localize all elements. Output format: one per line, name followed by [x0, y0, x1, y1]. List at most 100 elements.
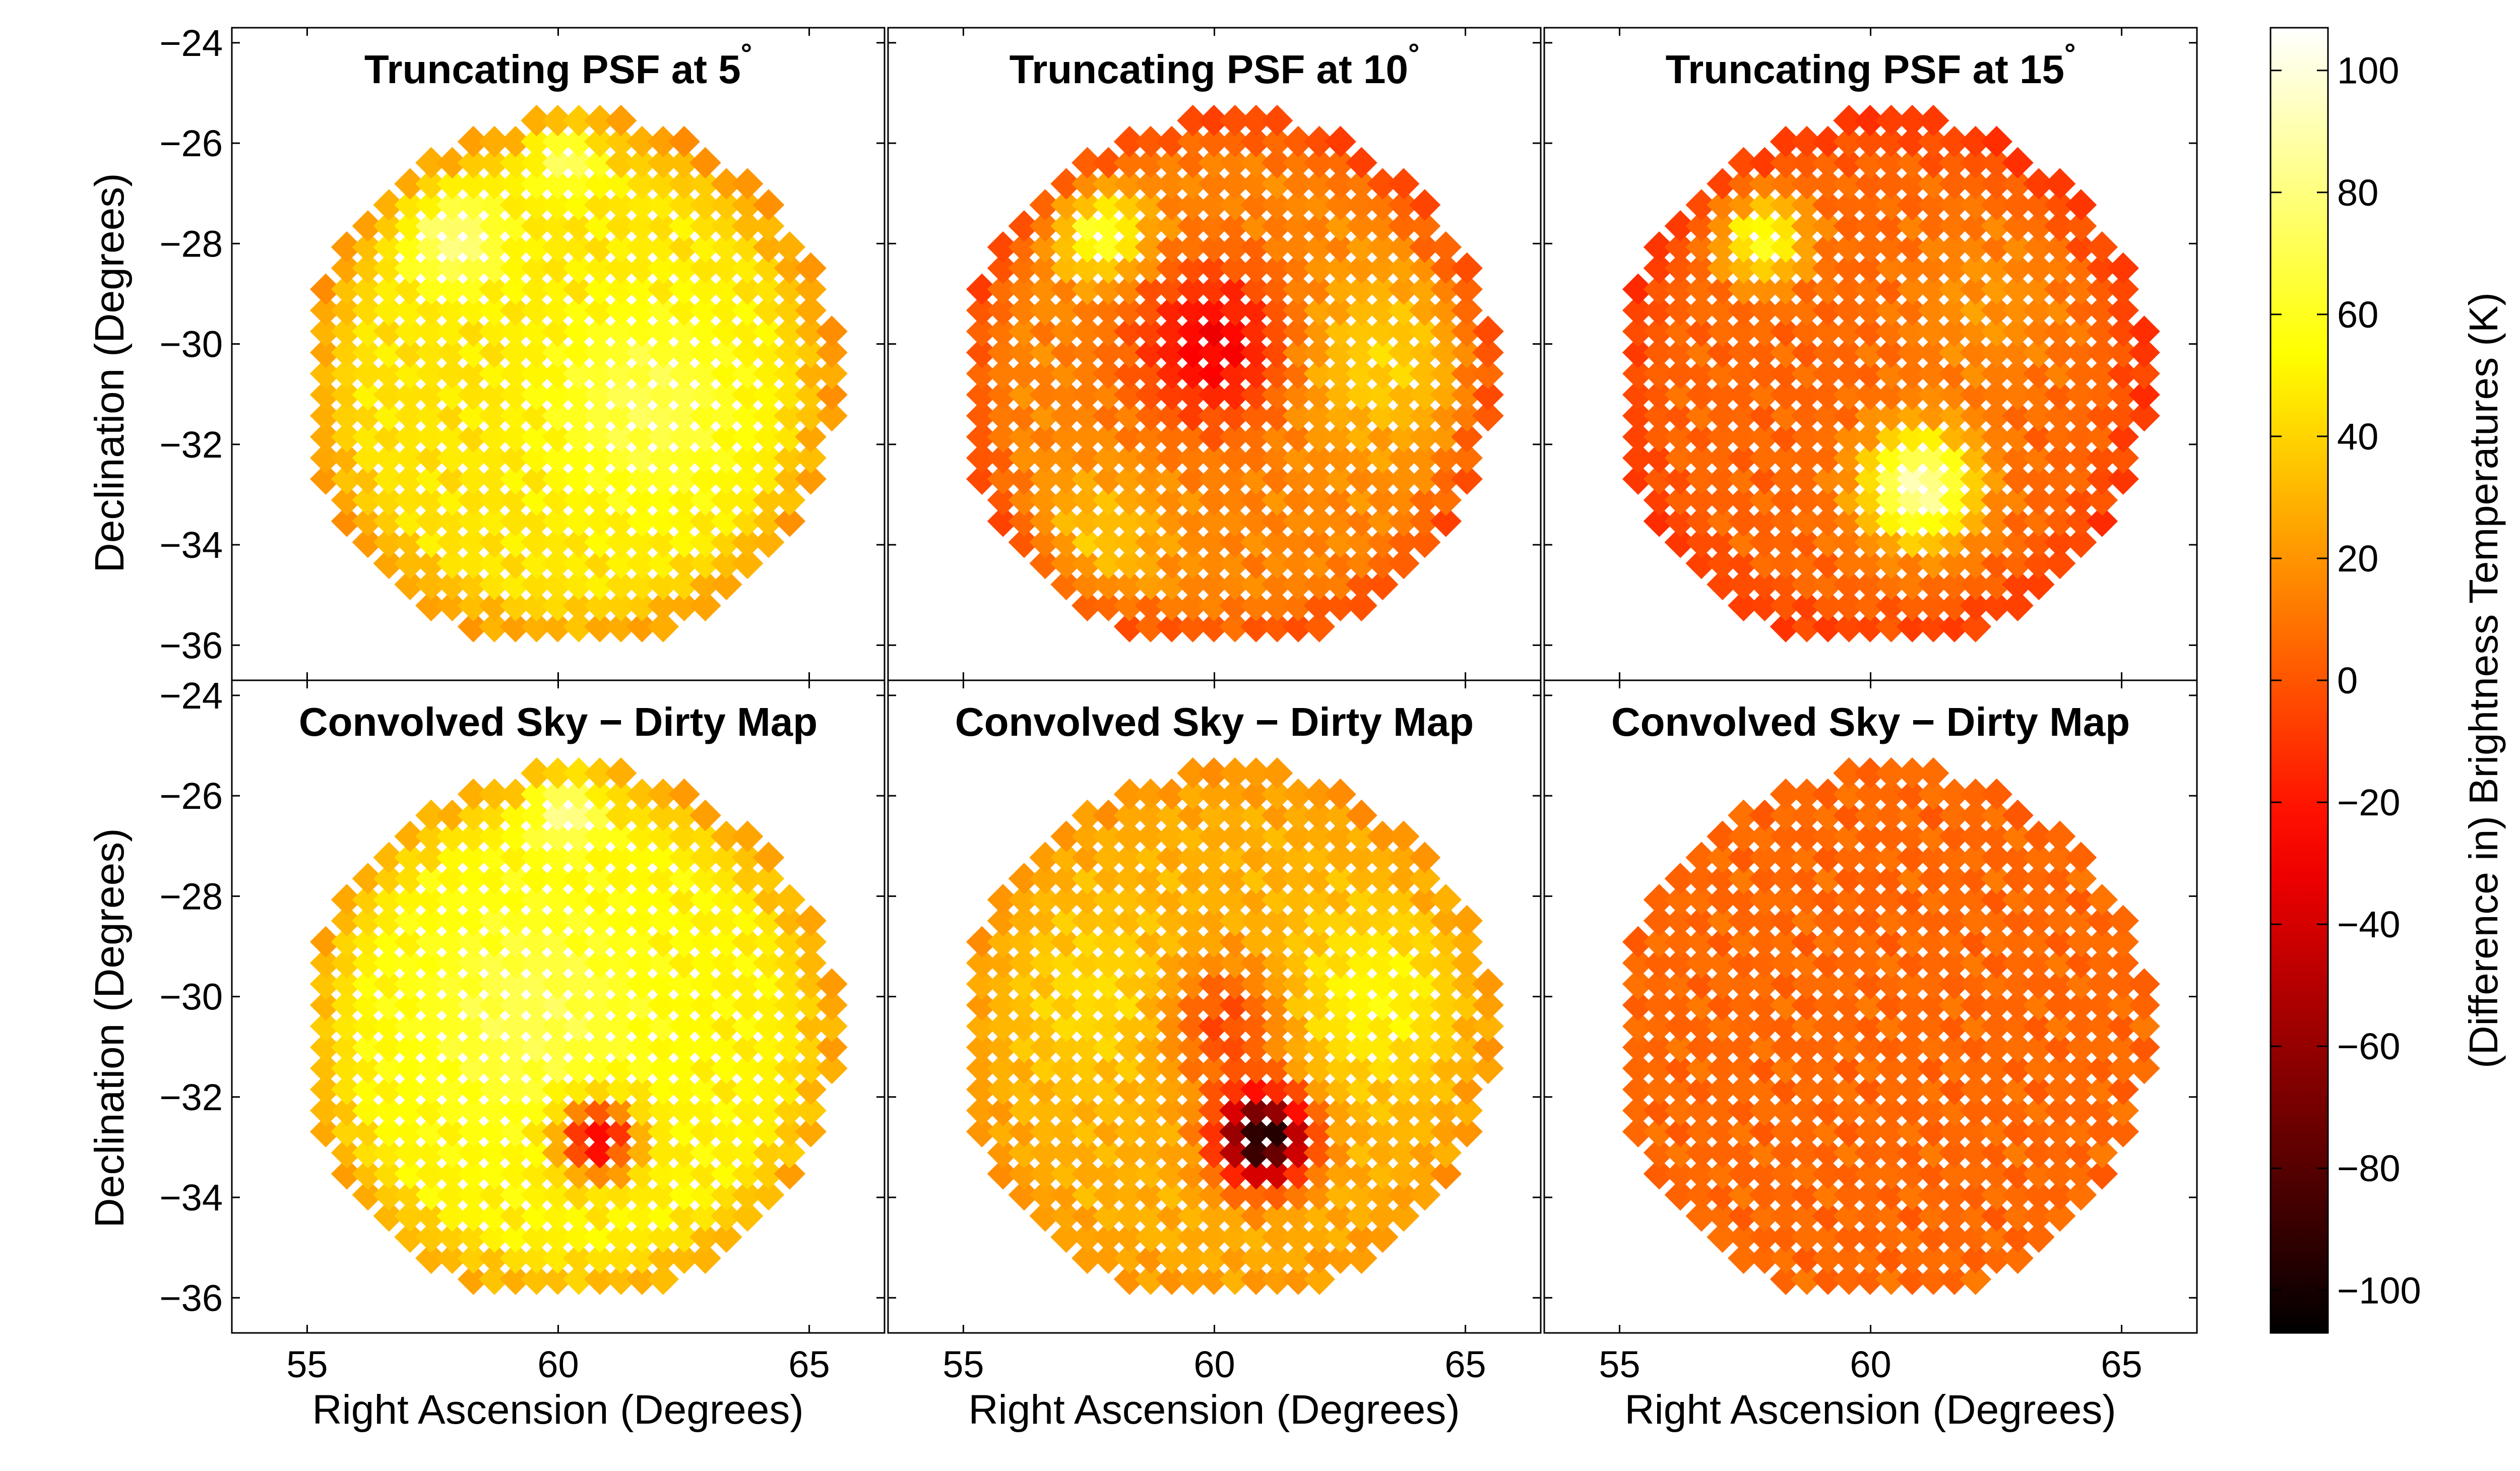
heatmap-cell [1643, 294, 1675, 327]
heatmap-cell [2001, 1179, 2034, 1211]
heatmap-cell [1029, 1010, 1061, 1042]
heatmap-cell [1409, 189, 1441, 221]
heatmap-cell [415, 210, 447, 242]
heatmap-cell [1092, 905, 1124, 937]
heatmap-cell [1325, 820, 1356, 853]
heatmap-cell [499, 337, 532, 368]
heatmap-cell [1896, 757, 1928, 789]
heatmap-cell [605, 820, 637, 853]
heatmap-cell [668, 1073, 700, 1106]
heatmap-cell [1092, 1073, 1124, 1106]
heatmap-cell [795, 947, 827, 979]
heatmap-cell [1664, 1010, 1696, 1042]
heatmap-cell [499, 611, 532, 643]
heatmap-cell [689, 189, 721, 221]
heatmap-cell [584, 989, 616, 1021]
heatmap-cell [499, 378, 532, 411]
heatmap-cell [1008, 1137, 1040, 1169]
heatmap-cell [1875, 357, 1907, 390]
heatmap-cell [1282, 1137, 1314, 1169]
heatmap-cell [373, 842, 405, 874]
heatmap-cell [1240, 421, 1272, 453]
heatmap-cell [1072, 1158, 1103, 1190]
heatmap-cell [1219, 1179, 1251, 1211]
heatmap-cell [1791, 590, 1823, 621]
heatmap-cell [1748, 189, 1781, 221]
heatmap-cell [1833, 883, 1865, 916]
heatmap-cell [415, 1010, 447, 1042]
heatmap-cell [1156, 421, 1188, 453]
heatmap-cell [2044, 989, 2076, 1021]
heatmap-cell [1282, 337, 1314, 368]
heatmap-cell [1643, 968, 1675, 1000]
heatmap-cell [2023, 231, 2055, 263]
heatmap-cell [584, 757, 616, 789]
heatmap-cell [752, 968, 785, 1000]
heatmap-cell [1219, 926, 1251, 958]
heatmap-cell [1875, 147, 1907, 179]
heatmap-cell [1240, 168, 1272, 200]
heatmap-cell [521, 799, 553, 832]
heatmap-cell [1833, 1052, 1865, 1084]
heatmap-cell [1812, 989, 1844, 1021]
heatmap-cell [373, 1200, 405, 1232]
heatmap-cell [1092, 210, 1124, 242]
heatmap-cell [1812, 611, 1844, 643]
heatmap-cell [1240, 1137, 1272, 1169]
heatmap-cell [1960, 252, 1992, 284]
heatmap-cell [457, 547, 489, 580]
heatmap-cell [331, 905, 363, 937]
heatmap-cell [1072, 547, 1103, 580]
heatmap-cell [1791, 505, 1823, 537]
heatmap-cell [1896, 463, 1928, 495]
heatmap-cell [1156, 947, 1188, 979]
heatmap-cell [1366, 905, 1399, 937]
heatmap-cell [605, 505, 637, 537]
heatmap-cell [626, 820, 658, 853]
heatmap-cell [2086, 1158, 2118, 1190]
heatmap-cell [647, 189, 679, 221]
heatmap-cell [415, 820, 447, 853]
heatmap-cell [1812, 210, 1844, 242]
heatmap-cell [1325, 1116, 1356, 1147]
heatmap-cell [1917, 252, 1949, 284]
heatmap-cell [1409, 484, 1441, 516]
heatmap-cell [1791, 1179, 1823, 1211]
heatmap-cell [1345, 1137, 1377, 1169]
heatmap-cell [1854, 1263, 1886, 1295]
heatmap-cell [1854, 778, 1886, 810]
heatmap-cell [1008, 294, 1040, 327]
heatmap-cell [752, 947, 785, 979]
heatmap-cell [1072, 252, 1103, 284]
heatmap-cell [1728, 905, 1759, 937]
heatmap-cell [1092, 273, 1124, 305]
heatmap-cell [562, 400, 595, 432]
heatmap-cell [1812, 799, 1844, 832]
heatmap-cell [1029, 526, 1061, 558]
heatmap-cell [584, 1221, 616, 1253]
heatmap-cell [1366, 378, 1399, 411]
heatmap-cell [1643, 252, 1675, 284]
heatmap-cell [542, 820, 574, 853]
heatmap-cell [309, 1031, 342, 1063]
heatmap-cell [457, 378, 489, 411]
heatmap-cell [689, 273, 721, 305]
heatmap-cell [1282, 210, 1314, 242]
heatmap-cell [1261, 252, 1293, 284]
heatmap-cell [584, 883, 616, 916]
heatmap-cell [1728, 526, 1759, 558]
heatmap-cell [542, 273, 574, 305]
heatmap-cell [1770, 1179, 1802, 1211]
heatmap-cell [2023, 1200, 2055, 1232]
heatmap-cell [1388, 1179, 1420, 1211]
heatmap-cell [499, 231, 532, 263]
heatmap-cell [1770, 1158, 1802, 1190]
heatmap-cell [1728, 989, 1759, 1021]
heatmap-cell [1917, 1263, 1949, 1295]
heatmap-cell [966, 294, 998, 327]
heatmap-cell [1875, 1052, 1907, 1084]
heatmap-cell [605, 252, 637, 284]
heatmap-cell [1198, 1200, 1230, 1232]
heatmap-cell [1261, 568, 1293, 601]
